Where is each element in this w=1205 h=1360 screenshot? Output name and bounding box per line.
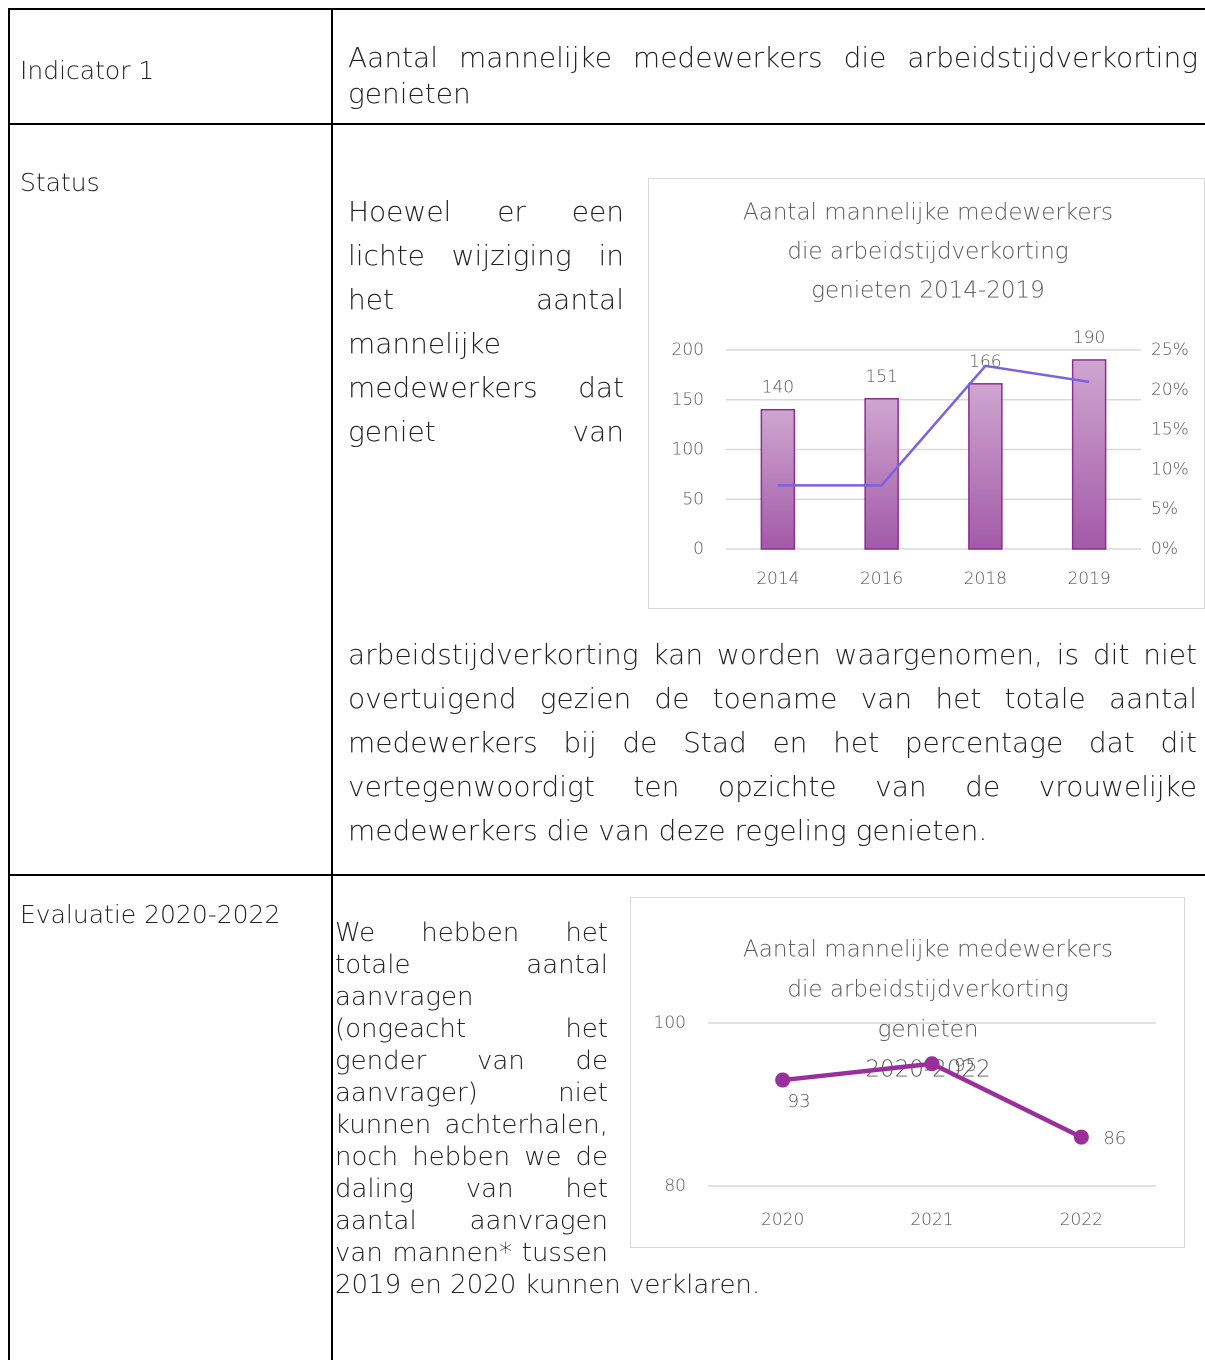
chart-title: Aantal mannelijke medewerkers <box>743 200 1113 226</box>
y2-tick-label: 0% <box>1151 539 1178 559</box>
bar <box>1071 359 1107 550</box>
row-content: Aantal mannelijke medewerkers die arbeids… <box>335 897 1185 1301</box>
x-tick-label: 2021 <box>910 1210 953 1230</box>
data-label: 95 <box>954 1055 977 1076</box>
data-label: 190 <box>1073 328 1105 348</box>
x-tick-label: 2016 <box>860 569 903 589</box>
x-tick-label: 2014 <box>756 569 799 589</box>
y-tick-label: 50 <box>682 489 704 509</box>
row-label: Evaluatie 2020-2022 <box>20 900 281 929</box>
border <box>8 874 1205 876</box>
row-text: We hebben het totale aantal aanvragen (o… <box>335 918 761 1300</box>
border <box>331 8 333 1360</box>
point <box>1073 1129 1089 1145</box>
row-content: Aantal mannelijke medewerkers die arbeids… <box>348 178 1205 853</box>
y2-tick-label: 5% <box>1151 499 1178 519</box>
chart-title: die arbeidstijdverkorting <box>787 977 1068 1003</box>
chart-box: Aantal mannelijke medewerkers die arbeids… <box>630 897 1185 1248</box>
point <box>924 1056 940 1072</box>
data-label: 86 <box>1103 1128 1126 1149</box>
y-tick-label: 200 <box>672 340 704 360</box>
chart: Aantal mannelijke medewerkers die arbeids… <box>672 200 1189 590</box>
x-tick-label: 2020 <box>761 1210 804 1230</box>
border <box>8 8 1205 10</box>
y2-tick-label: 25% <box>1151 340 1189 360</box>
chart-title: die arbeidstijdverkorting <box>787 239 1068 265</box>
bar <box>968 383 1003 550</box>
y2-tick-label: 15% <box>1151 420 1189 440</box>
chart: Aantal mannelijke medewerkers die arbeids… <box>654 937 1156 1230</box>
y-tick-label: 150 <box>672 390 704 410</box>
row-text: Aantal mannelijke medewerkers die arbeid… <box>348 41 1198 110</box>
data-label: 93 <box>788 1091 811 1112</box>
border <box>8 123 1205 125</box>
border <box>8 8 10 1360</box>
y-tick-label: 0 <box>693 539 704 559</box>
line <box>777 364 1090 487</box>
chart-title: genieten <box>878 1017 979 1043</box>
y2-tick-label: 20% <box>1151 380 1189 400</box>
y-tick-label: 80 <box>664 1176 686 1196</box>
row-label: Status <box>20 168 100 197</box>
row-label: Indicator 1 <box>20 56 155 85</box>
bar <box>760 408 796 550</box>
chart-box: Aantal mannelijke medewerkers die arbeids… <box>648 178 1205 609</box>
chart-title: Aantal mannelijke medewerkers <box>743 937 1113 963</box>
row-text: Hoewel er een lichte wijziging in het aa… <box>348 195 1197 847</box>
y-tick-label: 100 <box>654 1013 686 1033</box>
point <box>775 1072 791 1088</box>
x-tick-label: 2019 <box>1067 569 1110 589</box>
y-tick-label: 100 <box>672 440 704 460</box>
chart-title: genieten 2014-2019 <box>811 278 1045 304</box>
x-tick-label: 2022 <box>1060 1210 1103 1230</box>
data-label: 140 <box>762 378 794 398</box>
x-tick-label: 2018 <box>964 569 1007 589</box>
data-label: 151 <box>865 367 897 387</box>
y2-tick-label: 10% <box>1151 459 1189 479</box>
